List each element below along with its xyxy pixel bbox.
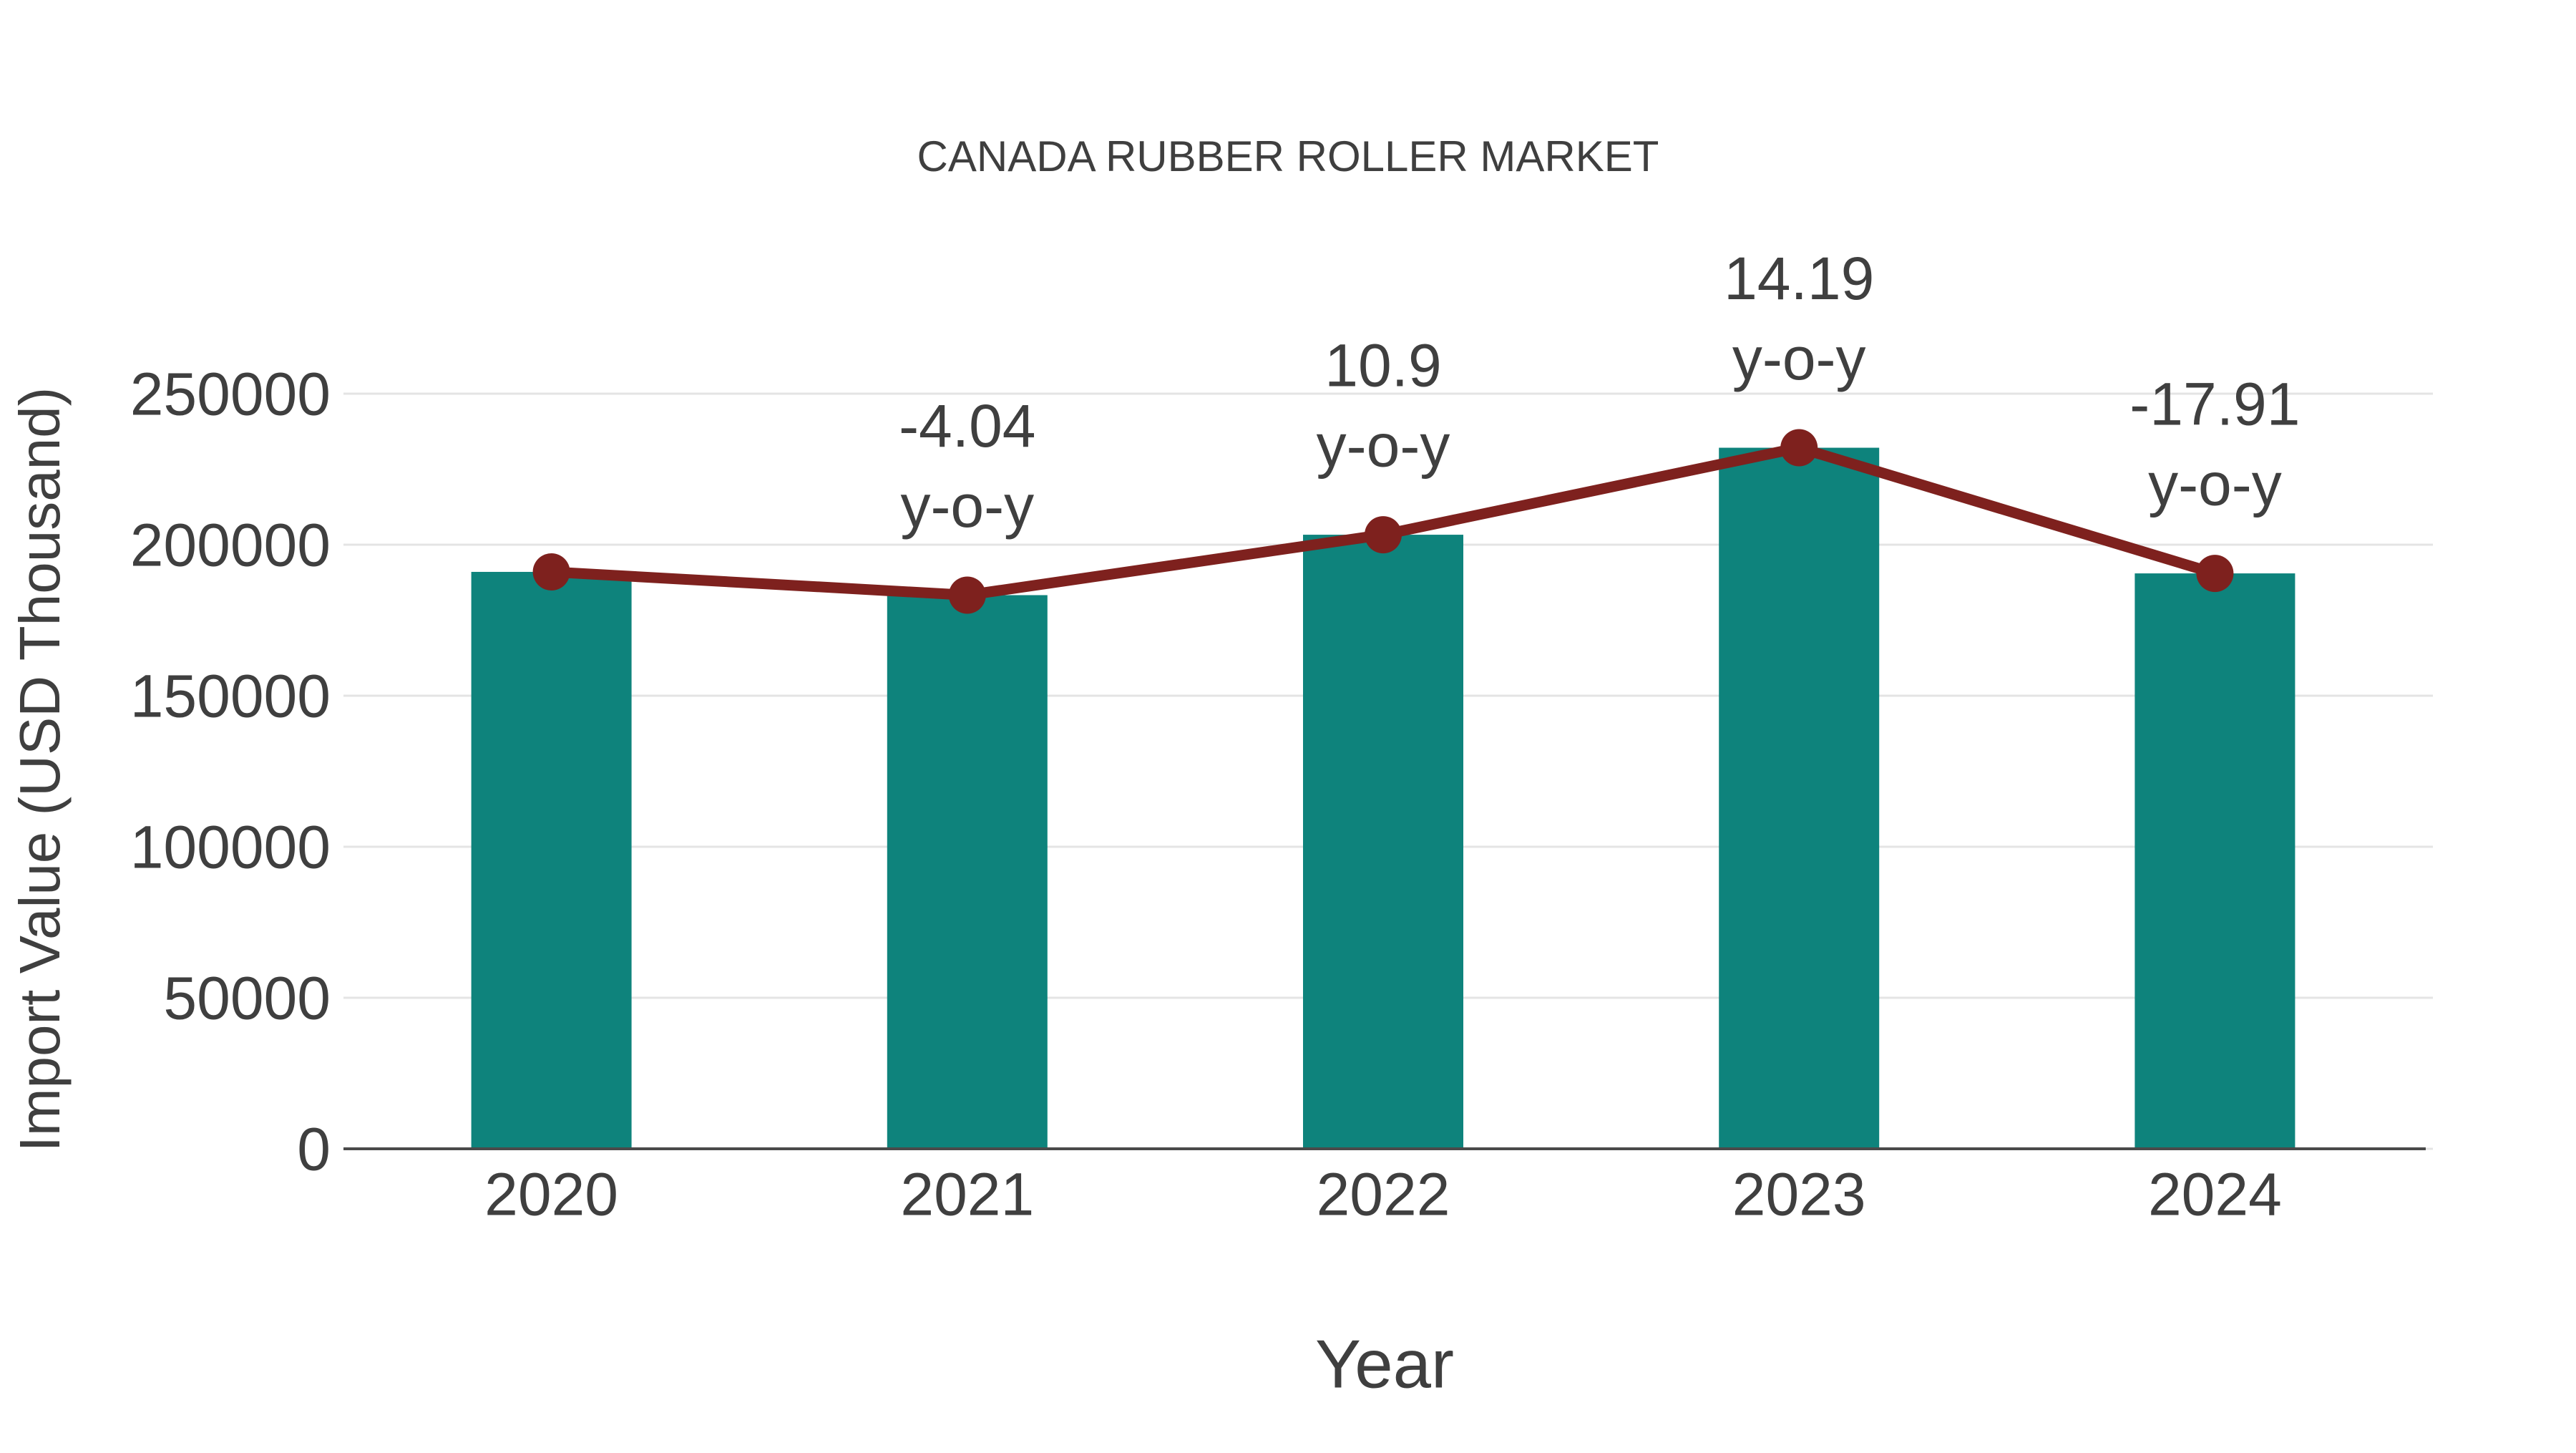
- x-tick-label-2020: 2020: [484, 1160, 618, 1228]
- x-tick-labels: 2020 2021 2022 2023 2024: [484, 1160, 2282, 1228]
- bar-2020: [471, 571, 632, 1149]
- bar-2023: [1719, 447, 1880, 1149]
- trend-marker-2024: [2196, 555, 2234, 593]
- annotation-value-2021: -4.04: [899, 392, 1035, 460]
- chart-title: CANADA RUBBER ROLLER MARKET: [917, 132, 1659, 180]
- bar-2022: [1303, 535, 1463, 1149]
- x-tick-label-2022: 2022: [1317, 1160, 1450, 1228]
- x-tick-label-2023: 2023: [1732, 1160, 1866, 1228]
- y-axis-title: Import Value (USD Thousand): [8, 387, 72, 1152]
- y-tick-label: 50000: [163, 964, 331, 1031]
- trend-marker-2021: [948, 576, 986, 614]
- trend-line-series: [532, 429, 2234, 614]
- annotation-suffix-2022: y-o-y: [1317, 412, 1450, 479]
- y-tick-label: 200000: [130, 511, 331, 578]
- x-tick-label-2021: 2021: [900, 1160, 1034, 1228]
- x-axis-title: Year: [1315, 1326, 1454, 1403]
- annotation-value-2023: 14.19: [1724, 245, 1874, 312]
- y-tick-label: 250000: [130, 360, 331, 427]
- y-tick-labels: 0 50000 100000 150000 200000 250000: [130, 360, 331, 1182]
- trend-marker-2020: [532, 553, 570, 591]
- y-tick-label: 0: [297, 1115, 331, 1182]
- y-tick-label: 150000: [130, 662, 331, 729]
- annotation-suffix-2021: y-o-y: [900, 472, 1034, 540]
- y-tick-label: 100000: [130, 813, 331, 880]
- bar-series: [471, 447, 2296, 1149]
- annotation-value-2022: 10.9: [1324, 331, 1442, 399]
- trend-marker-2023: [1780, 429, 1818, 467]
- bar-2024: [2135, 573, 2296, 1149]
- annotation-value-2024: -17.91: [2129, 370, 2300, 437]
- annotation-suffix-2024: y-o-y: [2148, 450, 2282, 517]
- annotations: -4.04 y-o-y 10.9 y-o-y 14.19 y-o-y -17.91 y-o-y: [899, 245, 2300, 540]
- trend-marker-2022: [1365, 516, 1402, 554]
- x-tick-label-2024: 2024: [2148, 1160, 2282, 1228]
- annotation-suffix-2023: y-o-y: [1732, 325, 1866, 392]
- bar-2021: [887, 595, 1048, 1149]
